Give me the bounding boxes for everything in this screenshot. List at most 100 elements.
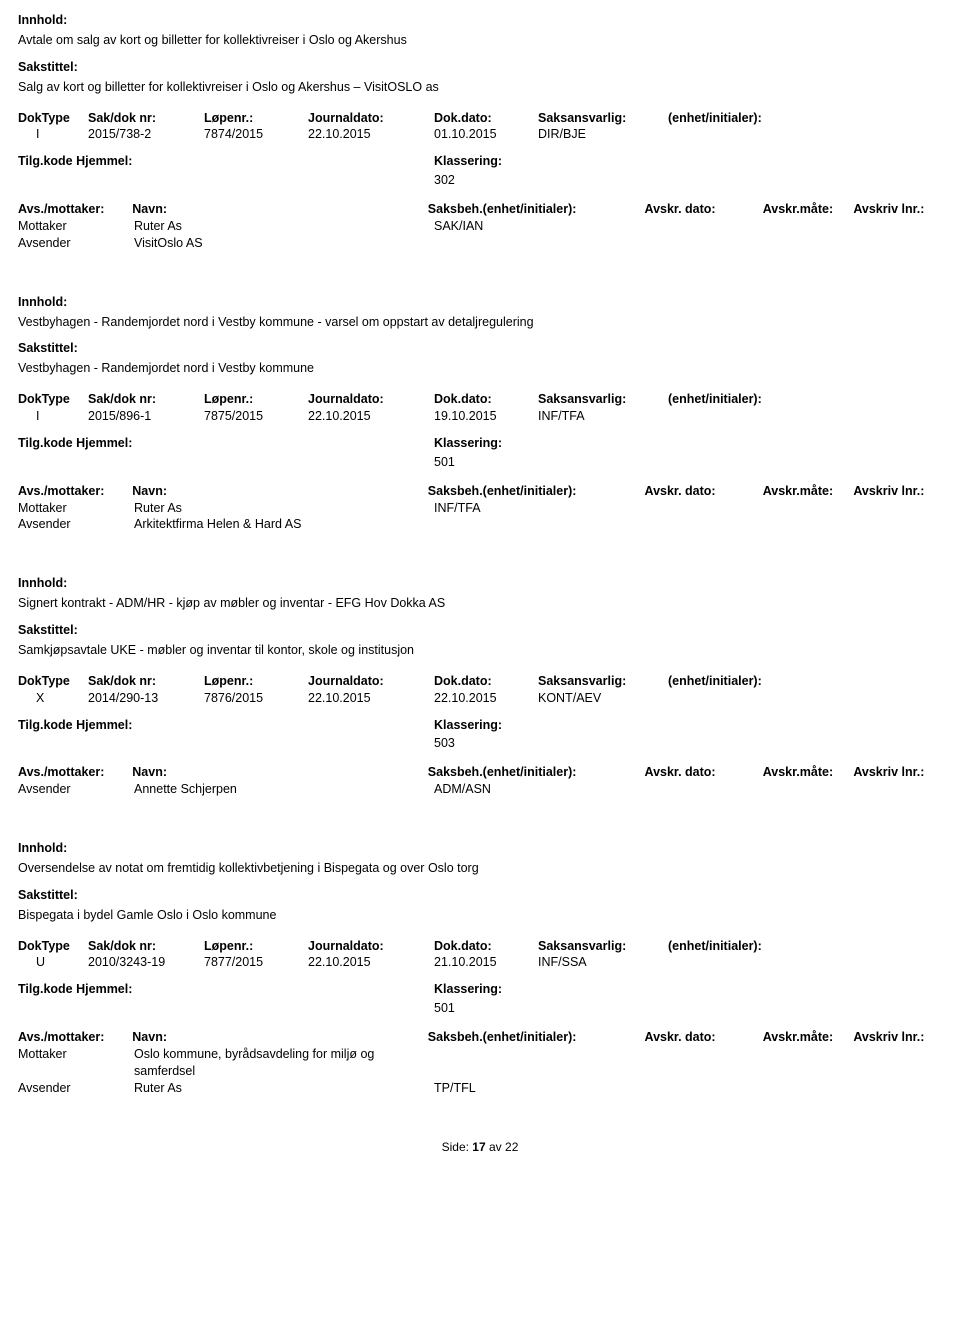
avskrmate-header: Avskr.måte:	[763, 1029, 854, 1046]
journal-record: Innhold:Signert kontrakt - ADM/HR - kjøp…	[18, 575, 942, 798]
meta-value-row: I2015/896-17875/201522.10.201519.10.2015…	[18, 408, 942, 425]
sakstittel-text: Samkjøpsavtale UKE - møbler og inventar …	[18, 642, 942, 659]
journaldato-header: Journaldato:	[308, 391, 434, 408]
doktype-header: DokType	[18, 938, 88, 955]
saksansvarlig-header: Saksansvarlig:	[538, 673, 668, 690]
party-navn: Arkitektfirma Helen & Hard AS	[134, 516, 434, 533]
journaldato-value: 22.10.2015	[308, 954, 434, 971]
tilg-klass-row: Tilg.kode Hjemmel:Klassering:503	[18, 717, 942, 753]
doktype-value: I	[18, 408, 88, 425]
tilgkode-label: Tilg.kode	[18, 718, 76, 732]
party-row: AvsenderRuter AsTP/TFL	[18, 1080, 942, 1097]
journaldato-value: 22.10.2015	[308, 690, 434, 707]
party-row: AvsenderAnnette SchjerpenADM/ASN	[18, 781, 942, 798]
saksansvarlig-header: Saksansvarlig:	[538, 391, 668, 408]
journaldato-header: Journaldato:	[308, 110, 434, 127]
lopenr-value: 7877/2015	[204, 954, 308, 971]
party-header-row: Avs./mottaker:Navn:Saksbeh.(enhet/initia…	[18, 764, 942, 781]
innhold-text: Avtale om salg av kort og billetter for …	[18, 32, 942, 49]
party-role: Avsender	[18, 781, 134, 798]
journaldato-header: Journaldato:	[308, 673, 434, 690]
av-label: av	[489, 1140, 502, 1154]
journaldato-value: 22.10.2015	[308, 126, 434, 143]
saknr-header: Sak/dok nr:	[88, 110, 204, 127]
klassering-value: 503	[434, 735, 942, 752]
saknr-value: 2015/738-2	[88, 126, 204, 143]
saksbeh-header: Saksbeh.(enhet/initialer):	[428, 201, 645, 218]
party-header-row: Avs./mottaker:Navn:Saksbeh.(enhet/initia…	[18, 1029, 942, 1046]
journaldato-value: 22.10.2015	[308, 408, 434, 425]
dokdato-value: 22.10.2015	[434, 690, 538, 707]
tilgkode-label: Tilg.kode	[18, 982, 76, 996]
sakstittel-text: Vestbyhagen - Randemjordet nord i Vestby…	[18, 360, 942, 377]
enhet-header: (enhet/initialer):	[668, 673, 818, 690]
saksansvarlig-value: INF/TFA	[538, 408, 668, 425]
party-navn: Oslo kommune, byrådsavdeling for miljø o…	[134, 1046, 434, 1080]
party-navn: Ruter As	[134, 218, 434, 235]
party-header-row: Avs./mottaker:Navn:Saksbeh.(enhet/initia…	[18, 201, 942, 218]
page-number: 17	[472, 1140, 485, 1154]
avskrivlnr-header: Avskriv lnr.:	[853, 201, 942, 218]
meta-header-row: DokTypeSak/dok nr:Løpenr.:Journaldato:Do…	[18, 391, 942, 408]
enhet-header: (enhet/initialer):	[668, 110, 818, 127]
journal-record: Innhold:Oversendelse av notat om fremtid…	[18, 840, 942, 1097]
klassering-label: Klassering:	[434, 717, 942, 734]
sakstittel-label: Sakstittel:	[18, 59, 942, 76]
tilgkode-label: Tilg.kode	[18, 154, 76, 168]
lopenr-header: Løpenr.:	[204, 110, 308, 127]
tilgkode-label: Tilg.kode	[18, 436, 76, 450]
party-saksbeh	[434, 235, 654, 252]
meta-value-row: I2015/738-27874/201522.10.201501.10.2015…	[18, 126, 942, 143]
innhold-label: Innhold:	[18, 294, 942, 311]
meta-header-row: DokTypeSak/dok nr:Løpenr.:Journaldato:Do…	[18, 938, 942, 955]
dokdato-header: Dok.dato:	[434, 110, 538, 127]
innhold-text: Oversendelse av notat om fremtidig kolle…	[18, 860, 942, 877]
tilg-klass-row: Tilg.kode Hjemmel:Klassering:501	[18, 981, 942, 1017]
party-saksbeh	[434, 1046, 654, 1080]
saknr-header: Sak/dok nr:	[88, 673, 204, 690]
navn-header: Navn:	[132, 764, 428, 781]
saknr-value: 2010/3243-19	[88, 954, 204, 971]
lopenr-value: 7876/2015	[204, 690, 308, 707]
avskrdato-header: Avskr. dato:	[645, 483, 763, 500]
sakstittel-text: Bispegata i bydel Gamle Oslo i Oslo komm…	[18, 907, 942, 924]
tilgkode-block: Tilg.kode Hjemmel:	[18, 717, 434, 734]
innhold-text: Signert kontrakt - ADM/HR - kjøp av møbl…	[18, 595, 942, 612]
avskrmate-header: Avskr.måte:	[763, 201, 854, 218]
avskrmate-header: Avskr.måte:	[763, 483, 854, 500]
page-total: 22	[505, 1140, 518, 1154]
klassering-label: Klassering:	[434, 981, 942, 998]
party-row: MottakerRuter AsINF/TFA	[18, 500, 942, 517]
avsmottaker-header: Avs./mottaker:	[18, 1029, 132, 1046]
doktype-header: DokType	[18, 673, 88, 690]
sakstittel-text: Salg av kort og billetter for kollektivr…	[18, 79, 942, 96]
party-role: Avsender	[18, 516, 134, 533]
saksansvarlig-header: Saksansvarlig:	[538, 938, 668, 955]
avsmottaker-header: Avs./mottaker:	[18, 483, 132, 500]
party-saksbeh: ADM/ASN	[434, 781, 654, 798]
saknr-header: Sak/dok nr:	[88, 391, 204, 408]
journaldato-header: Journaldato:	[308, 938, 434, 955]
journal-record: Innhold: Avtale om salg av kort og billet…	[18, 12, 942, 252]
party-role: Mottaker	[18, 218, 134, 235]
saknr-header: Sak/dok nr:	[88, 938, 204, 955]
page-footer: Side: 17 av 22	[18, 1139, 942, 1155]
saknr-value: 2015/896-1	[88, 408, 204, 425]
sakstittel-label: Sakstittel:	[18, 622, 942, 639]
tilg-klass-row: Tilg.kode Hjemmel:Klassering:302	[18, 153, 942, 189]
party-row: AvsenderVisitOslo AS	[18, 235, 942, 252]
innhold-label: Innhold:	[18, 12, 942, 29]
dokdato-header: Dok.dato:	[434, 391, 538, 408]
doktype-value: I	[18, 126, 88, 143]
party-role: Avsender	[18, 1080, 134, 1097]
meta-header-row: DokTypeSak/dok nr:Løpenr.:Journaldato:Do…	[18, 110, 942, 127]
saksansvarlig-header: Saksansvarlig:	[538, 110, 668, 127]
meta-value-row: U2010/3243-197877/201522.10.201521.10.20…	[18, 954, 942, 971]
klassering-value: 501	[434, 1000, 942, 1017]
avskrdato-header: Avskr. dato:	[645, 201, 763, 218]
doktype-header: DokType	[18, 391, 88, 408]
avskrivlnr-header: Avskriv lnr.:	[853, 764, 942, 781]
journal-record: Innhold: Vestbyhagen - Randemjordet nord …	[18, 294, 942, 534]
navn-header: Navn:	[132, 483, 428, 500]
hjemmel-label: Hjemmel:	[76, 154, 132, 168]
